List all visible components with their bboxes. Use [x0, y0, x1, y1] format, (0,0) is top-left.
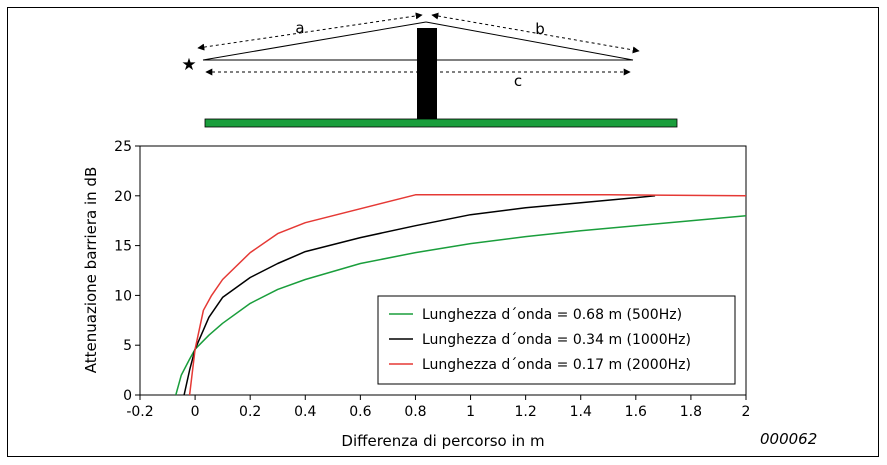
diffracted-path-a	[202, 21, 427, 61]
x-tick-label: 0	[191, 404, 200, 420]
series-line-1	[183, 195, 656, 396]
x-ticks: -0.2 0 0.2 0.4 0.6 0.8 1 1.2 1.4 1.6 1.8 2	[126, 395, 750, 420]
x-tick-label: 0.4	[294, 404, 316, 420]
figure-code: 000062	[760, 430, 817, 448]
y-tick-label: 15	[114, 239, 132, 255]
legend-label-2: Lunghezza d´onda = 0.17 m (2000Hz)	[422, 357, 691, 373]
chart: -0.2 0 0.2 0.4 0.6 0.8 1 1.2 1.4 1.6 1.8 2 05101520…	[82, 139, 750, 450]
x-tick-label: 1.8	[680, 404, 702, 420]
y-tick-label: 0	[123, 388, 132, 404]
label-b: b	[535, 20, 545, 38]
series-layer	[175, 194, 747, 396]
x-tick-label: 1.2	[515, 404, 537, 420]
y-axis-title: Attenuazione barriera in dB	[82, 167, 100, 373]
legend: Lunghezza d´onda = 0.68 m (500Hz) Lunghez…	[377, 295, 736, 385]
series-line-2	[188, 194, 747, 396]
legend-label-1: Lunghezza d´onda = 0.34 m (1000Hz)	[422, 332, 691, 348]
y-ticks: 0 5 10 15 20 25	[114, 139, 140, 404]
plot-area	[139, 145, 747, 396]
x-tick-label: 1	[466, 404, 475, 420]
x-tick-label: 0.8	[404, 404, 426, 420]
y-tick-label: 10	[114, 288, 132, 304]
barrier-wall	[417, 28, 437, 119]
x-tick-label: 2	[742, 404, 751, 420]
x-tick-label: 1.6	[625, 404, 647, 420]
series-line-0	[175, 214, 747, 396]
x-tick-label: -0.2	[126, 404, 153, 420]
x-tick-label: 0.6	[349, 404, 371, 420]
legend-box	[377, 295, 736, 385]
figure-frame	[7, 7, 879, 457]
x-tick-label: 1.4	[570, 404, 592, 420]
x-axis-title: Differenza di percorso in m	[341, 432, 544, 450]
ground-strip	[204, 118, 678, 128]
dimension-arrow-b	[431, 12, 640, 54]
legend-label-0: Lunghezza d´onda = 0.68 m (500Hz)	[422, 307, 682, 323]
x-tick-label: 0.2	[239, 404, 261, 420]
diffracted-path-b	[425, 21, 634, 61]
y-tick-label: 20	[114, 189, 132, 205]
dimension-arrow-a	[197, 12, 423, 51]
source-star-icon: ★	[181, 55, 196, 75]
label-a: a	[295, 19, 304, 37]
y-tick-label: 25	[114, 139, 132, 155]
label-c: c	[514, 72, 522, 90]
barrier-diagram: ★ a b c	[181, 12, 678, 128]
y-tick-label: 5	[123, 338, 132, 354]
